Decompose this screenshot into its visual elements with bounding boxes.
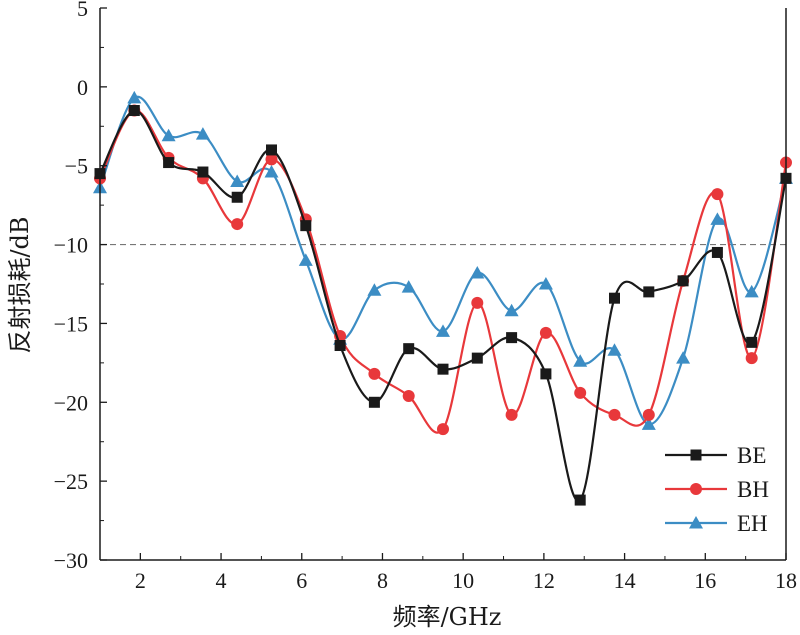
series-be-point xyxy=(197,166,209,178)
y-tick-label: 5 xyxy=(77,0,88,21)
y-axis-title: 反射损耗/dB xyxy=(6,216,34,353)
y-tick-label: −5 xyxy=(65,154,88,179)
series-eh-point xyxy=(573,354,588,367)
series-eh-point xyxy=(298,253,313,266)
series-be-point xyxy=(368,396,380,408)
legend: BE BH EH xyxy=(665,443,769,536)
legend-eh-marker xyxy=(689,516,703,529)
tick-layer: 2 4 6 8 10 12 14 16 18 5 0 −5 −10 −15 −20 −25 −30 xyxy=(54,0,797,593)
series-bh-point xyxy=(608,408,621,421)
series-eh-point xyxy=(264,165,279,178)
y-tick-label: 0 xyxy=(77,75,88,100)
series-be-point xyxy=(540,368,552,380)
series-eh-point xyxy=(127,90,142,104)
series-eh-point xyxy=(676,351,691,364)
series-eh-point xyxy=(195,127,210,140)
series-bh-point xyxy=(368,367,381,380)
y-tick-label: −10 xyxy=(54,233,88,258)
x-tick-label: 18 xyxy=(775,568,797,593)
series-eh-point xyxy=(538,277,553,290)
legend-bh-marker xyxy=(690,483,702,495)
series-be-point xyxy=(643,286,655,298)
legend-item-be: BE xyxy=(665,443,766,468)
y-tick-label: −30 xyxy=(54,548,88,573)
series-bh-line xyxy=(99,109,788,434)
x-tick-label: 4 xyxy=(216,568,227,593)
legend-item-bh: BH xyxy=(665,477,769,502)
series-eh-point xyxy=(401,280,416,293)
series-be-point xyxy=(266,144,277,156)
series-layer xyxy=(93,90,793,506)
series-be-point xyxy=(334,340,346,352)
series-bh-point xyxy=(437,423,449,436)
series-eh-point xyxy=(607,343,622,356)
series-bh-point xyxy=(539,326,552,339)
y-tick-label: −15 xyxy=(54,311,88,336)
x-tick-label: 10 xyxy=(452,568,474,593)
series-bh-point xyxy=(711,188,724,201)
series-be-point xyxy=(711,246,723,258)
x-tick-label: 14 xyxy=(614,568,636,593)
x-tick-label: 12 xyxy=(533,568,555,593)
series-bh-point xyxy=(574,386,587,399)
legend-item-eh: EH xyxy=(665,511,768,536)
series-eh-point xyxy=(504,303,519,317)
series-be-point xyxy=(746,336,758,348)
series-be-point xyxy=(231,191,243,203)
x-tick-label: 8 xyxy=(377,568,388,593)
legend-bh-label: BH xyxy=(737,477,769,502)
series-eh-point xyxy=(744,284,759,298)
series-be-point xyxy=(163,157,175,169)
series-bh-point xyxy=(471,296,484,309)
series-eh-point xyxy=(367,283,382,296)
series-bh-point xyxy=(402,389,415,402)
x-axis-title: 频率/GHz xyxy=(393,603,502,631)
series-bh-point xyxy=(745,352,758,365)
series-bh-point xyxy=(231,218,244,231)
series-eh-point xyxy=(710,212,725,225)
series-eh-point xyxy=(436,324,450,337)
y-tick-label: −25 xyxy=(54,469,88,494)
series-eh-point xyxy=(641,417,656,430)
series-be-point xyxy=(403,343,415,355)
x-tick-label: 6 xyxy=(296,568,307,593)
y-tick-label: −20 xyxy=(54,390,88,415)
series-eh-point xyxy=(161,128,176,142)
series-be-point xyxy=(574,494,586,506)
legend-be-label: BE xyxy=(737,443,766,468)
series-bh-point xyxy=(265,153,278,166)
series-be-point xyxy=(506,332,518,344)
series-eh-point xyxy=(230,174,245,187)
series-bh xyxy=(94,104,792,436)
legend-eh-label: EH xyxy=(737,511,768,536)
series-be-point xyxy=(471,352,483,364)
series-be-point xyxy=(677,275,689,287)
series-be-point xyxy=(300,220,312,232)
legend-be-marker xyxy=(690,449,702,461)
x-tick-label: 16 xyxy=(694,568,716,593)
series-be xyxy=(94,105,792,506)
series-eh-line xyxy=(98,95,788,426)
series-be-point xyxy=(609,292,620,304)
series-bh-point xyxy=(505,408,518,421)
series-be-point xyxy=(437,363,449,375)
series-be-point xyxy=(128,105,140,117)
x-tick-label: 2 xyxy=(135,568,146,593)
series-bh-point xyxy=(642,408,655,421)
series-eh-point xyxy=(470,265,485,279)
